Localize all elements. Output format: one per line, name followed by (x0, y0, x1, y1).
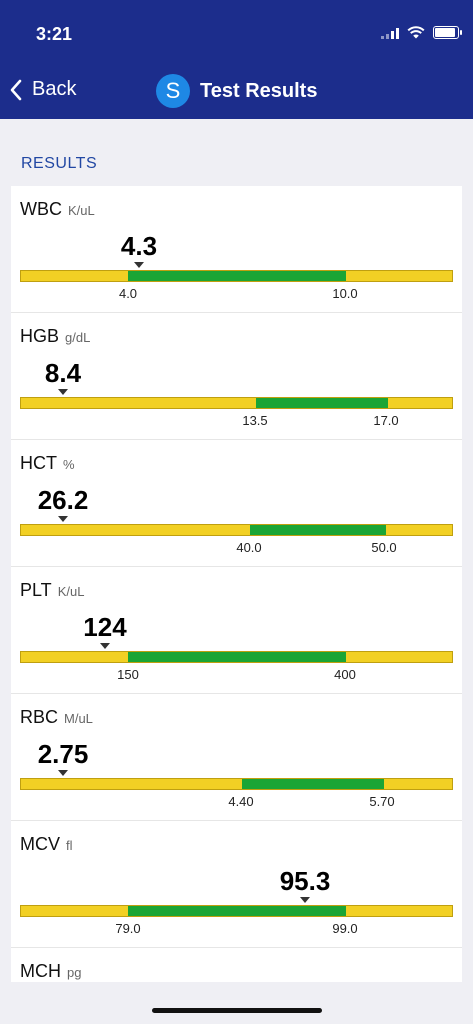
result-value: 95.3 (279, 866, 331, 896)
app-logo: S (156, 74, 190, 108)
result-name: HGB g/dL (20, 326, 91, 346)
app-header: 3:21 Back S Test Results (0, 0, 473, 119)
value-marker-icon (58, 770, 68, 776)
result-unit: fl (66, 838, 73, 853)
result-value: 4.3 (120, 231, 158, 261)
range-bar (20, 905, 453, 917)
range-high-label: 10.0 (332, 286, 358, 301)
normal-range-segment (128, 906, 346, 916)
range-high-label: 5.70 (369, 794, 395, 809)
normal-range-segment (128, 652, 346, 662)
range-bar (20, 397, 453, 409)
result-unit: pg (67, 965, 82, 980)
range-bar (20, 778, 453, 790)
result-value: 26.2 (37, 485, 89, 515)
result-row-wbc[interactable]: WBC K/uL 4.3 4.0 10.0 (11, 186, 462, 313)
cellular-signal-icon (381, 27, 399, 39)
back-button[interactable]: Back (10, 78, 76, 101)
status-icons (381, 26, 462, 39)
home-indicator[interactable] (152, 1008, 322, 1013)
value-marker-icon (58, 516, 68, 522)
result-unit: g/dL (65, 330, 91, 345)
range-low-label: 40.0 (236, 540, 262, 555)
value-marker-icon (300, 897, 310, 903)
range-bar (20, 524, 453, 536)
result-value: 124 (83, 612, 127, 642)
range-low-label: 79.0 (115, 921, 141, 936)
range-low-label: 4.0 (118, 286, 138, 301)
result-name: WBC K/uL (20, 199, 95, 219)
result-name: HCT% (20, 453, 75, 473)
result-name: RBC M/uL (20, 707, 93, 727)
range-low-label: 150 (117, 667, 139, 682)
result-value: 2.75 (37, 739, 89, 769)
range-low-label: 13.5 (242, 413, 268, 428)
normal-range-segment (256, 398, 388, 408)
normal-range-segment (250, 525, 386, 535)
range-bar (20, 651, 453, 663)
status-time: 3:21 (36, 24, 73, 44)
back-label: Back (32, 78, 77, 100)
result-name: MCH pg (20, 961, 82, 981)
page-title: Test Results (200, 79, 318, 102)
value-marker-icon (58, 389, 68, 395)
wifi-icon (407, 26, 425, 39)
normal-range-segment (242, 779, 384, 789)
result-unit: K/uL (57, 584, 85, 599)
result-name: MCV fl (20, 834, 73, 854)
chevron-left-icon (10, 79, 22, 100)
result-row-mch[interactable]: MCH pg (11, 948, 462, 982)
result-value: 8.4 (44, 358, 82, 388)
range-low-label: 4.40 (228, 794, 254, 809)
results-list: WBC K/uL 4.3 4.0 10.0 HGB g/dL 8.4 13.5 17… (11, 186, 462, 982)
section-title: RESULTS (21, 155, 98, 172)
range-high-label: 99.0 (332, 921, 358, 936)
header-title-group: S Test Results (156, 74, 317, 108)
battery-icon (433, 26, 462, 39)
range-high-label: 400 (334, 667, 356, 682)
result-row-plt[interactable]: PLT K/uL 124 150 400 (11, 567, 462, 694)
result-row-hct[interactable]: HCT% 26.2 40.0 50.0 (11, 440, 462, 567)
result-unit: K/uL (68, 203, 95, 218)
normal-range-segment (128, 271, 346, 281)
result-unit: % (63, 457, 75, 472)
range-high-label: 50.0 (371, 540, 397, 555)
range-high-label: 17.0 (373, 413, 399, 428)
range-bar (20, 270, 453, 282)
result-name: PLT K/uL (20, 580, 85, 600)
result-row-hgb[interactable]: HGB g/dL 8.4 13.5 17.0 (11, 313, 462, 440)
value-marker-icon (100, 643, 110, 649)
value-marker-icon (134, 262, 144, 268)
result-row-mcv[interactable]: MCV fl 95.3 79.0 99.0 (11, 821, 462, 948)
result-unit: M/uL (64, 711, 93, 726)
result-row-rbc[interactable]: RBC M/uL 2.75 4.40 5.70 (11, 694, 462, 821)
